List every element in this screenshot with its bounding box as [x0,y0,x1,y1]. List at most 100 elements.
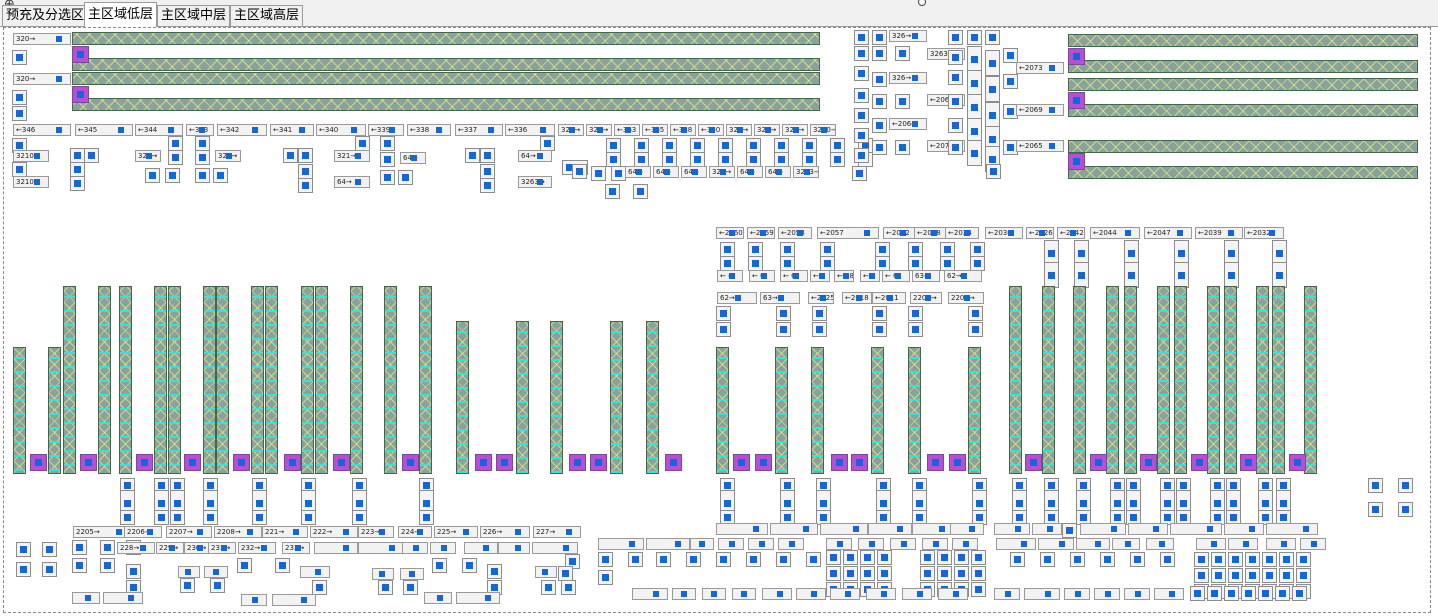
port-station[interactable] [72,86,89,103]
conveyor-node[interactable] [1296,552,1311,567]
conveyor-segment[interactable]: 64→ [400,152,426,164]
conveyor-node[interactable] [42,562,57,577]
conveyor-node[interactable] [802,138,817,153]
conveyor-node[interactable] [1262,552,1277,567]
conveyor-segment[interactable]: 320→ [13,73,71,85]
conveyor-segment[interactable] [632,588,668,600]
conveyor-node[interactable] [967,140,982,166]
conveyor-node[interactable] [1130,552,1145,567]
conveyor-node[interactable] [72,558,87,573]
conveyor-node[interactable] [1126,478,1141,493]
conveyor-segment[interactable] [866,588,896,600]
conveyor-segment[interactable] [1124,588,1150,600]
conveyor-segment[interactable]: 229→ [156,542,184,554]
conveyor-segment[interactable] [1228,538,1258,550]
conveyor-segment[interactable] [1196,538,1226,550]
conveyor-segment[interactable] [912,523,954,535]
conveyor-node[interactable] [746,138,761,153]
conveyor-node[interactable] [1194,552,1209,567]
conveyor-segment[interactable]: ←2025 [808,292,834,304]
conveyor-node[interactable] [1228,568,1243,583]
conveyor-node[interactable] [168,150,183,165]
conveyor-segment[interactable] [1112,538,1140,550]
conveyor-segment[interactable]: ←348 [670,124,696,136]
conveyor-segment[interactable]: 64→ [518,150,552,162]
port-station[interactable] [1068,153,1085,170]
conveyor-node[interactable] [154,510,169,525]
conveyor-segment[interactable] [718,538,744,550]
conveyor-segment[interactable]: ←342 [217,124,267,136]
conveyor-segment[interactable]: ←2069 [1016,104,1064,116]
conveyor-segment[interactable]: 228→ [117,542,155,554]
conveyor-node[interactable] [872,118,887,133]
conveyor-node[interactable] [812,306,827,321]
conveyor-node[interactable] [126,564,141,579]
conveyor-node[interactable] [872,322,887,337]
conveyor-node[interactable] [1062,523,1077,538]
conveyor-node[interactable] [948,50,963,65]
conveyor-segment[interactable]: 2208→ [214,526,262,538]
port-station[interactable] [233,454,250,471]
conveyor-segment[interactable]: ←363 [614,124,640,136]
conveyor-node[interactable] [948,30,963,45]
conveyor-segment[interactable]: 2205→ [73,526,131,538]
conveyor-segment[interactable]: 64→ [737,166,763,178]
conveyor-segment[interactable] [770,523,818,535]
port-station[interactable] [284,454,301,471]
conveyor-node[interactable] [12,90,27,105]
conveyor-node[interactable] [656,552,671,567]
conveyor-node[interactable] [872,30,887,45]
conveyor-node[interactable] [776,306,791,321]
port-station[interactable] [80,454,97,471]
conveyor-node[interactable] [154,478,169,493]
conveyor-node[interactable] [145,168,160,183]
conveyor-segment[interactable]: 2204→ [948,292,984,304]
conveyor-node[interactable] [1160,510,1175,525]
conveyor-segment[interactable] [400,568,424,580]
conveyor-node[interactable] [591,166,606,181]
conveyor-segment[interactable]: ←336 [505,124,555,136]
conveyor-node[interactable] [686,552,701,567]
conveyor-segment[interactable]: 224→ [398,526,432,538]
conveyor-node[interactable] [940,242,955,257]
conveyor-node[interactable] [168,136,183,151]
conveyor-segment[interactable] [464,542,498,554]
conveyor-node[interactable] [70,162,85,177]
conveyor-segment[interactable] [456,592,500,604]
conveyor-node[interactable] [558,566,573,581]
conveyor-node[interactable] [968,306,983,321]
conveyor-node[interactable] [120,510,135,525]
conveyor-node[interactable] [170,490,185,516]
conveyor-node[interactable] [854,148,869,163]
conveyor-segment[interactable]: ←338 [407,124,451,136]
conveyor-node[interactable] [1190,586,1205,601]
port-station[interactable] [949,454,966,471]
conveyor-segment[interactable]: 3210→ [13,176,49,188]
conveyor-node[interactable] [843,566,858,581]
conveyor-segment[interactable]: ←346 [13,124,71,136]
conveyor-node[interactable] [628,552,643,567]
conveyor-segment[interactable]: ←345 [75,124,133,136]
conveyor-node[interactable] [748,242,763,257]
conveyor-node[interactable] [1110,478,1125,493]
conveyor-node[interactable] [716,322,731,337]
conveyor-segment[interactable] [1080,523,1126,535]
conveyor-node[interactable] [487,564,502,579]
conveyor-node[interactable] [1044,262,1059,288]
conveyor-node[interactable] [662,152,677,167]
port-station[interactable] [1025,454,1042,471]
conveyor-node[interactable] [895,140,910,155]
conveyor-node[interactable] [690,152,705,167]
port-station[interactable] [755,454,772,471]
conveyor-node[interactable] [1275,586,1290,601]
conveyor-node[interactable] [378,580,393,595]
conveyor-node[interactable] [355,136,370,151]
conveyor-node[interactable] [908,256,923,271]
conveyor-node[interactable] [895,46,910,61]
conveyor-node[interactable] [195,150,210,165]
conveyor-node[interactable] [634,152,649,167]
conveyor-node[interactable] [70,148,85,163]
conveyor-node[interactable] [541,580,556,595]
conveyor-node[interactable] [971,582,986,597]
conveyor-node[interactable] [812,322,827,337]
